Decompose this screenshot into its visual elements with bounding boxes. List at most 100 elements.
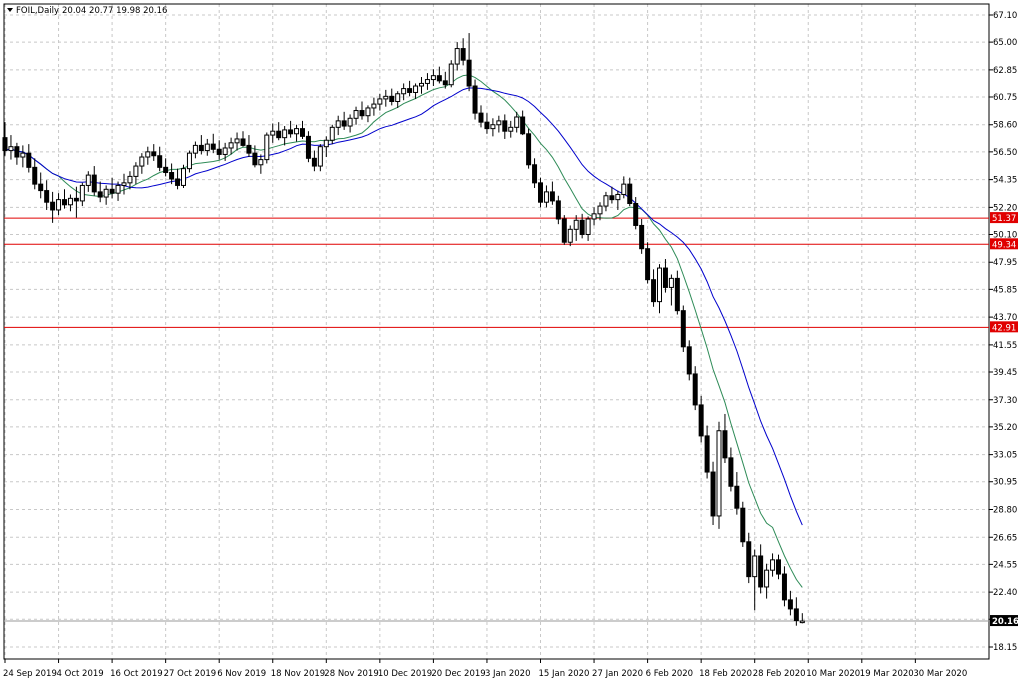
candle-body-bear: [305, 135, 311, 159]
candle: [8, 135, 14, 160]
candle: [377, 93, 383, 111]
candle-body-bear: [97, 191, 103, 198]
candle: [609, 186, 615, 204]
y-tick-label: 30.95: [993, 478, 1017, 488]
candle-body-bull: [448, 63, 454, 86]
candle-body-bull: [383, 95, 389, 100]
candle-body-bear: [14, 146, 20, 158]
candle-body-bull: [567, 228, 573, 243]
candle-body-bull: [270, 130, 276, 136]
candle: [79, 182, 85, 207]
candle-body-bear: [32, 166, 38, 185]
candle: [508, 120, 514, 138]
candle: [579, 213, 585, 239]
candle: [181, 164, 186, 189]
y-tick-label: 58.60: [993, 121, 1017, 131]
candle: [228, 137, 234, 155]
level-label-bg: [990, 321, 1018, 333]
candle: [20, 145, 26, 168]
candle-body-bear: [787, 599, 793, 610]
candle-body-bear: [91, 174, 97, 193]
candle: [365, 105, 371, 123]
candle-body-bear: [502, 120, 508, 132]
candle: [740, 501, 746, 547]
x-tick-label: 10 Mar 2020: [806, 669, 860, 679]
candle: [175, 168, 181, 190]
candle: [335, 115, 341, 136]
candle-body-bull: [20, 152, 26, 158]
candle-body-bear: [722, 430, 728, 459]
candle: [728, 447, 734, 492]
candle: [674, 270, 680, 315]
candle: [282, 126, 288, 146]
candle-body-bull: [8, 146, 14, 152]
candle: [2, 122, 8, 156]
candle-body-bull: [621, 183, 627, 195]
y-tick-label: 54.35: [993, 176, 1017, 186]
candle-body-bull: [294, 128, 300, 135]
candle: [353, 106, 359, 125]
candle-body-bear: [639, 224, 645, 250]
candle: [549, 181, 555, 205]
candle: [496, 115, 502, 133]
candle-body-bear: [532, 164, 538, 184]
level-label: 49.34: [992, 240, 1016, 250]
candle-body-bear: [538, 182, 543, 203]
candle-body-bear: [674, 277, 680, 312]
candle-body-bear: [198, 144, 204, 152]
ma-slow-line: [4, 87, 803, 526]
candle-body-bear: [407, 88, 413, 93]
candle-body-bear: [210, 143, 216, 150]
candle-body-bull: [799, 620, 805, 624]
candle-body-bull: [347, 117, 353, 127]
candle: [716, 421, 722, 529]
candle: [121, 173, 127, 195]
x-tick-label: 28 Nov 2019: [324, 669, 378, 679]
candle: [799, 613, 805, 624]
candle-body-bear: [442, 80, 448, 86]
candle: [246, 135, 252, 158]
x-tick-label: 4 Oct 2019: [57, 669, 104, 679]
y-tick-label: 56.50: [993, 148, 1017, 158]
candle-body-bear: [692, 373, 698, 406]
chevron-down-icon[interactable]: [7, 8, 13, 12]
candle-body-bear: [472, 85, 478, 114]
candle: [91, 166, 97, 196]
candle-body-bull: [192, 144, 198, 154]
candle-body-bear: [341, 120, 347, 127]
candle-body-bull: [424, 79, 430, 84]
candle: [341, 111, 347, 130]
candle: [668, 274, 674, 306]
candle: [395, 91, 401, 108]
candle-body-bear: [109, 188, 115, 194]
candle: [603, 191, 609, 212]
candle: [300, 120, 305, 139]
candle-body-bear: [633, 203, 639, 226]
candle: [371, 97, 377, 116]
candle: [67, 194, 73, 212]
y-tick-label: 22.40: [993, 588, 1017, 598]
candle: [597, 202, 603, 221]
ohlc-values: 20.04 20.77 19.98 20.16: [62, 6, 167, 16]
candle: [103, 185, 109, 205]
candle-body-bear: [163, 166, 169, 174]
candle-body-bull: [413, 85, 419, 93]
candle: [73, 186, 79, 218]
candle-body-bear: [389, 95, 395, 103]
candle: [710, 461, 716, 525]
y-tick-label: 45.85: [993, 285, 1017, 295]
candle-body-bull: [234, 138, 240, 144]
candle-body-bear: [686, 346, 692, 375]
candle: [62, 189, 67, 209]
candle: [258, 154, 264, 174]
candle-body-bull: [603, 195, 609, 207]
candle-body-bear: [478, 112, 484, 123]
candle: [776, 554, 781, 580]
candle: [704, 425, 710, 479]
candle-body-bear: [311, 157, 317, 167]
x-tick-label: 18 Feb 2020: [699, 669, 752, 679]
candle-body-bull: [317, 146, 323, 167]
chart-header: FOIL,Daily 20.04 20.77 19.98 20.16: [7, 6, 167, 16]
candle-body-bull: [222, 147, 228, 155]
